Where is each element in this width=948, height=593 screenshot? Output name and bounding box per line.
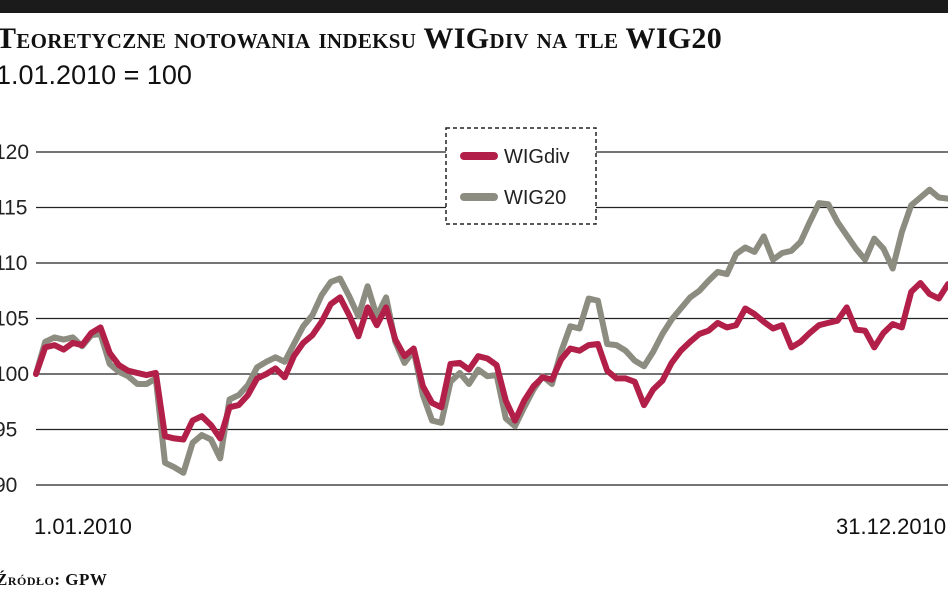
y-tick-label-110: 110 bbox=[0, 252, 27, 275]
legend-box bbox=[445, 127, 597, 225]
y-tick-label-100: 100 bbox=[0, 363, 29, 386]
line-chart: 90 95 100 105 110 115 120 WIGdiv WIG20 bbox=[0, 127, 948, 497]
y-tick-label-120: 120 bbox=[0, 141, 29, 164]
y-tick-label-95: 95 bbox=[0, 419, 17, 442]
y-axis-ticks: 90 95 100 105 110 115 120 bbox=[0, 141, 29, 497]
legend-label-wig20: WIG20 bbox=[504, 187, 566, 209]
chart-title: Teoretyczne notowania indeksu WIGdiv na … bbox=[0, 22, 723, 55]
chart-subtitle: 1.01.2010 = 100 bbox=[0, 60, 192, 90]
legend: WIGdiv WIG20 bbox=[445, 127, 597, 225]
y-tick-label-115: 115 bbox=[0, 197, 27, 220]
source-note: Źródło: GPW bbox=[0, 570, 108, 589]
series-lines bbox=[33, 186, 948, 476]
series-line-wig20 bbox=[33, 186, 948, 476]
top-bar bbox=[0, 0, 948, 13]
series-line-wigdiv bbox=[33, 280, 948, 443]
x-axis-end-label: 31.12.2010 bbox=[836, 514, 947, 539]
legend-label-wigdiv: WIGdiv bbox=[504, 146, 570, 168]
y-tick-label-90: 90 bbox=[0, 474, 17, 497]
y-tick-label-105: 105 bbox=[0, 308, 29, 331]
x-axis-start-label: 1.01.2010 bbox=[34, 514, 132, 539]
